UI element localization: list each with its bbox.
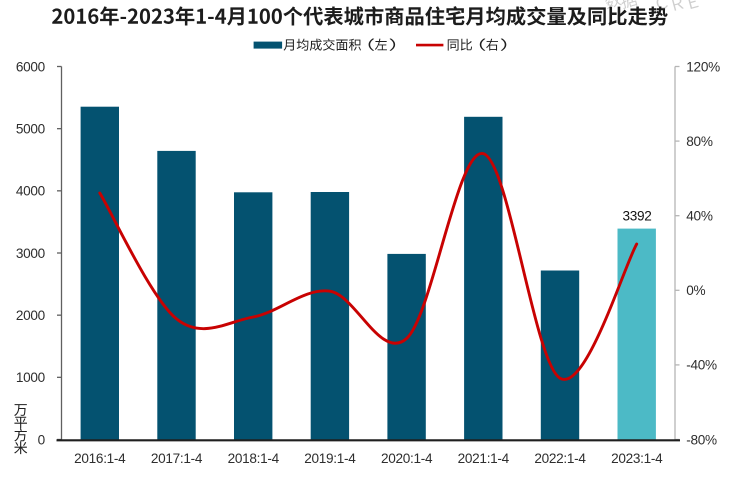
svg-text:40%: 40% [686, 209, 713, 224]
svg-text:2017:1-4: 2017:1-4 [151, 451, 203, 466]
svg-text:2016:1-4: 2016:1-4 [74, 451, 126, 466]
svg-text:4000: 4000 [16, 184, 46, 199]
svg-text:2023:1-4: 2023:1-4 [611, 451, 663, 466]
svg-text:2021:1-4: 2021:1-4 [458, 451, 510, 466]
svg-text:2020:1-4: 2020:1-4 [381, 451, 433, 466]
svg-text:0%: 0% [686, 283, 705, 298]
svg-text:5000: 5000 [16, 122, 46, 137]
svg-text:2022:1-4: 2022:1-4 [534, 451, 586, 466]
svg-text:3000: 3000 [16, 246, 46, 261]
svg-text:6000: 6000 [16, 59, 46, 74]
svg-text:-80%: -80% [686, 432, 717, 447]
svg-text:-40%: -40% [686, 358, 717, 373]
svg-text:2018:1-4: 2018:1-4 [228, 451, 280, 466]
svg-text:120%: 120% [686, 59, 720, 74]
svg-text:0: 0 [38, 432, 46, 447]
svg-text:2019:1-4: 2019:1-4 [304, 451, 356, 466]
svg-text:80%: 80% [686, 134, 713, 149]
svg-text:2000: 2000 [16, 308, 46, 323]
svg-text:3392: 3392 [622, 209, 651, 224]
svg-text:1000: 1000 [16, 370, 46, 385]
